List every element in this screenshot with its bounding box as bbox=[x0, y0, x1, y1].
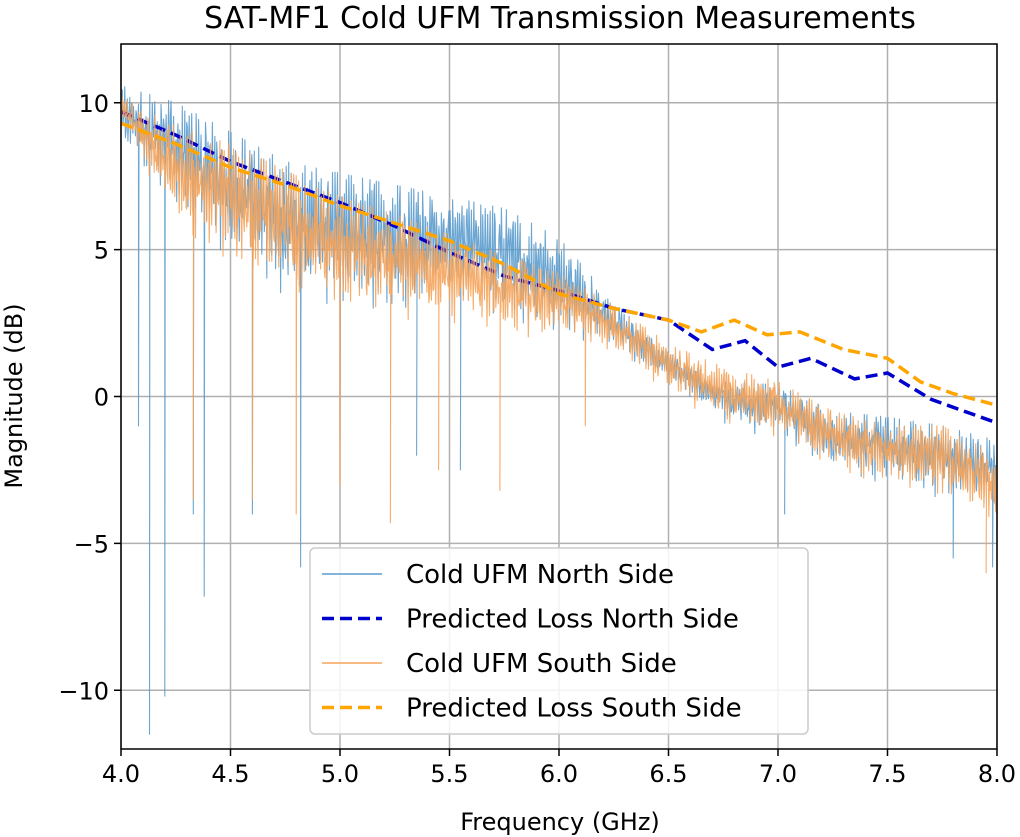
plot-area bbox=[120, 86, 998, 735]
series-line-predicted-loss-north-side bbox=[120, 109, 998, 425]
y-tick-label: −5 bbox=[74, 530, 109, 558]
y-tick-label: −10 bbox=[58, 677, 109, 705]
legend-label-cold-ufm-north-side: Cold UFM North Side bbox=[406, 560, 674, 590]
y-tick-label: 10 bbox=[78, 90, 109, 118]
x-tick-label: 4.5 bbox=[211, 760, 249, 788]
axis-ticks: 4.0 4.5 5.0 5.5 6.0 6.5 7.0 7.5 8.0 10 5 0 −5 −10 bbox=[58, 90, 1016, 788]
y-tick-label: 0 bbox=[94, 384, 109, 412]
series-line-predicted-loss-south-side bbox=[120, 121, 998, 407]
x-tick-label: 6.0 bbox=[540, 760, 578, 788]
y-tick-label: 5 bbox=[94, 237, 109, 265]
legend: Cold UFM North Side Predicted Loss North … bbox=[309, 547, 809, 735]
legend-label-cold-ufm-south-side: Cold UFM South Side bbox=[406, 649, 677, 679]
legend-label-predicted-loss-south-side: Predicted Loss South Side bbox=[406, 694, 742, 724]
x-tick-label: 7.5 bbox=[868, 760, 906, 788]
x-tick-label: 5.5 bbox=[430, 760, 468, 788]
x-tick-label: 7.0 bbox=[759, 760, 797, 788]
chart-title: SAT-MF1 Cold UFM Transmission Measuremen… bbox=[204, 1, 916, 36]
legend-box bbox=[309, 547, 809, 735]
x-tick-label: 8.0 bbox=[978, 760, 1016, 788]
x-tick-label: 5.0 bbox=[321, 760, 359, 788]
legend-label-predicted-loss-north-side: Predicted Loss North Side bbox=[406, 605, 739, 635]
y-axis-label: Magnitude (dB) bbox=[0, 303, 28, 488]
x-tick-label: 4.0 bbox=[102, 760, 140, 788]
x-tick-label: 6.5 bbox=[649, 760, 687, 788]
x-axis-label: Frequency (GHz) bbox=[460, 808, 660, 836]
series-line-cold-ufm-south-side bbox=[120, 96, 998, 574]
